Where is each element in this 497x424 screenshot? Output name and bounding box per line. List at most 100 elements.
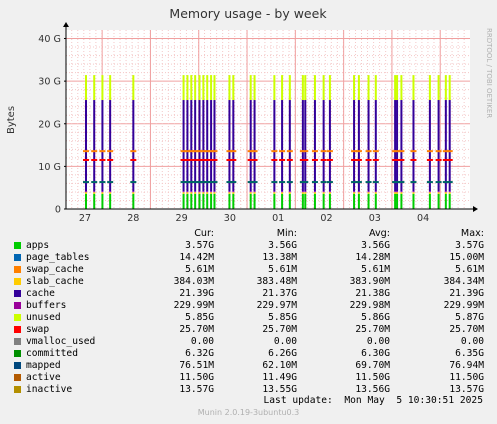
spike-apps: [206, 193, 209, 209]
spike-inactive-line: [398, 150, 405, 153]
legend-name: vmalloc_used: [26, 336, 96, 347]
spike-group: [271, 75, 278, 209]
spike-group: [196, 75, 203, 209]
spike-inactive-line: [91, 150, 98, 153]
legend-avg: 69.70M: [355, 360, 390, 371]
spike-group: [279, 75, 286, 209]
spike-cache: [281, 100, 284, 192]
spike-active-line: [442, 158, 449, 161]
legend-row: committed 6.32G 6.26G 6.30G 6.35G: [14, 348, 488, 360]
legend-avg: 11.50G: [355, 372, 390, 383]
legend-swatch: [14, 374, 21, 381]
spike-inactive-line: [208, 150, 215, 153]
spike-group: [394, 75, 401, 209]
spike-buffers: [232, 191, 235, 193]
spike-committed-line: [286, 181, 293, 184]
spike-inactive-line: [372, 150, 379, 153]
spike-group: [355, 75, 362, 209]
spike-active-line: [302, 158, 309, 161]
spike-buffers: [304, 191, 307, 193]
legend-swatch: [14, 242, 21, 249]
spike-buffers: [313, 191, 316, 193]
spike-buffers: [198, 191, 201, 193]
spike-active-line: [351, 158, 358, 161]
spike-slab-cache: [304, 192, 307, 194]
legend-header-min: Min:: [276, 228, 297, 239]
legend-min: 5.85G: [268, 312, 297, 323]
spike-group: [208, 75, 215, 209]
spike-committed-line: [204, 181, 211, 184]
spike-group: [204, 75, 211, 209]
legend-min: 13.38M: [262, 252, 297, 263]
legend-cur: 11.50G: [179, 372, 214, 383]
spike-slab-cache: [367, 192, 370, 194]
spike-unused: [396, 75, 399, 101]
spike-cache: [249, 100, 252, 192]
spike-buffers: [273, 191, 276, 193]
spike-slab-cache: [85, 192, 87, 194]
spike-inactive-line: [279, 150, 286, 153]
spike-inactive-line: [302, 150, 309, 153]
spike-committed-line: [446, 181, 453, 184]
legend-min: 229.97M: [256, 300, 297, 311]
spike-inactive-line: [410, 150, 417, 153]
spike-active-line: [184, 158, 191, 161]
spike-slab-cache: [194, 192, 197, 194]
legend-swatch: [14, 266, 21, 273]
legend-min: 11.49G: [262, 372, 297, 383]
spike-apps: [213, 193, 216, 209]
spike-cache: [132, 100, 135, 192]
spike-inactive-line: [271, 150, 278, 153]
legend-avg: 25.70M: [355, 324, 390, 335]
spike-active-line: [446, 158, 453, 161]
spike-cache: [353, 100, 356, 192]
spike-inactive-line: [184, 150, 191, 153]
spike-committed-line: [226, 181, 233, 184]
legend-cur: 5.61M: [185, 264, 214, 275]
spike-committed-line: [180, 181, 187, 184]
spike-cache: [357, 100, 360, 192]
spike-slab-cache: [190, 192, 193, 194]
legend-row: cache 21.39G 21.37G 21.38G 21.39G: [14, 288, 488, 300]
spike-buffers: [367, 191, 370, 193]
spike-cache: [198, 100, 201, 192]
spike-buffers: [210, 191, 213, 193]
spike-buffers: [206, 191, 209, 193]
spike-apps: [210, 193, 213, 209]
spike-buffers: [190, 191, 193, 193]
spike-active-line: [130, 158, 137, 161]
spike-committed-line: [208, 181, 215, 184]
spike-unused: [109, 75, 112, 101]
legend-name: active: [26, 372, 61, 383]
spike-committed-line: [326, 181, 333, 184]
spike-buffers: [288, 191, 291, 193]
spike-committed-line: [442, 181, 449, 184]
spike-unused: [448, 75, 451, 101]
spike-inactive-line: [286, 150, 293, 153]
spike-committed-line: [435, 181, 442, 184]
legend-min: 25.70M: [262, 324, 297, 335]
spike-committed-line: [91, 181, 98, 184]
spike-unused: [213, 75, 216, 101]
spike-group: [226, 75, 233, 209]
legend-min: 6.26G: [268, 348, 297, 359]
spike-apps: [448, 193, 451, 209]
legend-swatch: [14, 302, 21, 309]
legend-swatch: [14, 254, 21, 261]
last-update: Last update: Mon May 5 10:30:51 2025: [263, 395, 484, 406]
spike-slab-cache: [428, 192, 431, 194]
spike-apps: [198, 193, 201, 209]
legend-avg: 229.98M: [349, 300, 390, 311]
spike-apps: [109, 193, 112, 209]
spike-slab-cache: [412, 192, 415, 194]
spike-slab-cache: [374, 192, 377, 194]
legend-name: slab_cache: [26, 276, 84, 287]
spike-inactive-line: [196, 150, 203, 153]
spike-apps: [93, 193, 96, 209]
spike-unused: [273, 75, 276, 101]
spike-slab-cache: [253, 192, 256, 194]
spike-slab-cache: [353, 192, 356, 194]
spike-unused: [428, 75, 431, 101]
x-tick-label: 27: [79, 213, 91, 224]
spike-active-line: [208, 158, 215, 161]
